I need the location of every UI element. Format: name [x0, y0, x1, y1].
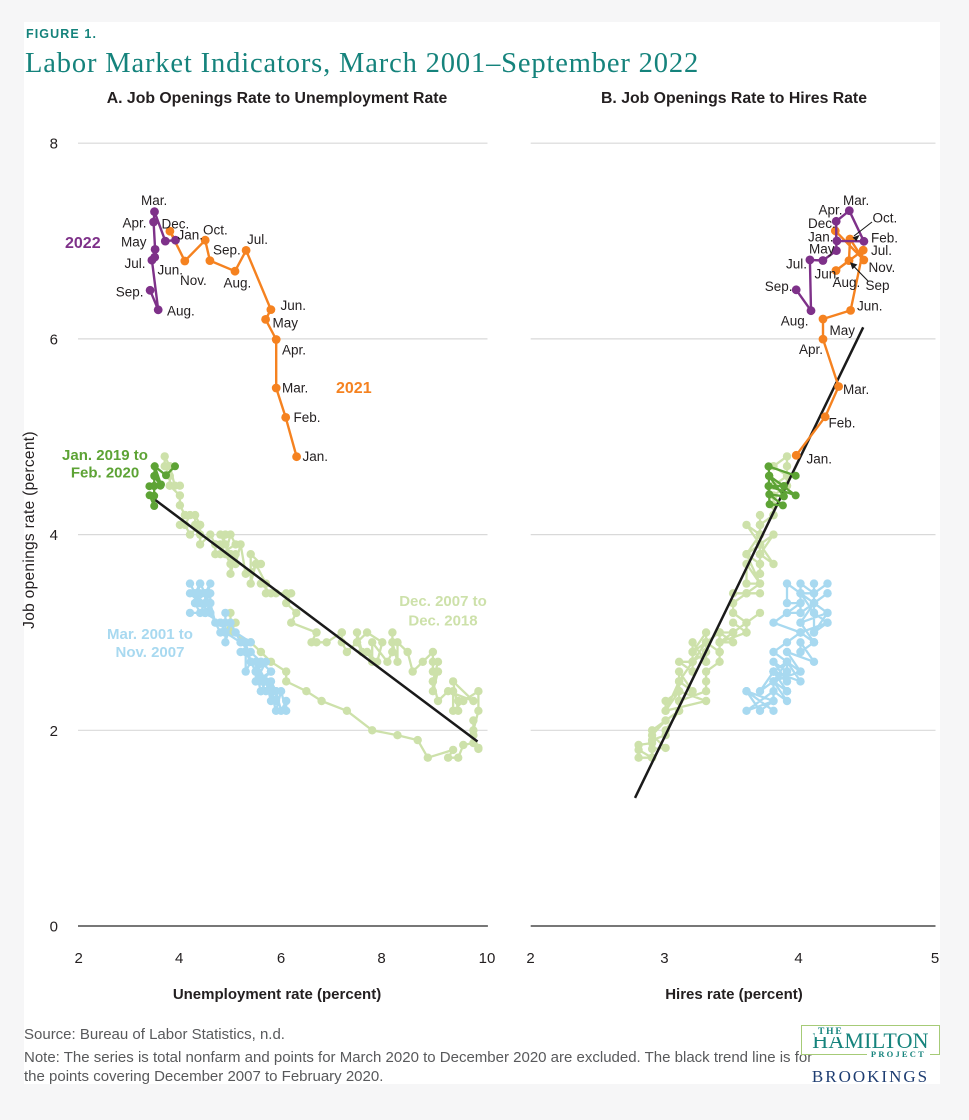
- svg-text:Apr.: Apr.: [282, 343, 306, 358]
- svg-text:Oct.: Oct.: [873, 211, 898, 226]
- svg-text:Sep.: Sep.: [116, 285, 144, 300]
- svg-text:Jul.: Jul.: [786, 257, 807, 272]
- svg-text:6: 6: [277, 950, 285, 967]
- svg-text:Nov.: Nov.: [869, 260, 896, 275]
- svg-text:Jan.: Jan.: [808, 230, 834, 245]
- svg-text:Dec.: Dec.: [162, 217, 190, 232]
- svg-text:3: 3: [660, 950, 668, 967]
- svg-text:2: 2: [526, 950, 534, 967]
- svg-text:Unemployment rate (percent): Unemployment rate (percent): [173, 986, 381, 1003]
- svg-text:Feb.: Feb.: [294, 410, 321, 425]
- svg-text:May: May: [809, 242, 835, 257]
- svg-text:Jun.: Jun.: [815, 267, 841, 282]
- svg-text:Nov.: Nov.: [180, 273, 207, 288]
- svg-text:0: 0: [50, 919, 58, 936]
- svg-text:May: May: [121, 235, 147, 250]
- svg-text:Aug.: Aug.: [781, 314, 809, 329]
- svg-text:Dec.: Dec.: [808, 216, 836, 231]
- svg-text:Dec. 2018: Dec. 2018: [408, 613, 477, 630]
- svg-text:Aug.: Aug.: [833, 275, 861, 290]
- svg-text:Aug.: Aug.: [167, 304, 195, 319]
- svg-text:May: May: [273, 316, 299, 331]
- svg-text:Feb. 2020: Feb. 2020: [71, 465, 139, 482]
- svg-text:Mar.: Mar.: [282, 381, 308, 396]
- svg-text:Jan.: Jan.: [807, 452, 833, 467]
- svg-text:Oct.: Oct.: [203, 223, 228, 238]
- svg-text:5: 5: [931, 950, 939, 967]
- svg-text:Mar.: Mar.: [843, 193, 869, 208]
- svg-text:Jun.: Jun.: [857, 299, 883, 314]
- svg-text:8: 8: [377, 950, 385, 967]
- svg-text:Feb.: Feb.: [829, 416, 856, 431]
- svg-text:Sep.: Sep.: [765, 279, 793, 294]
- svg-text:Jul.: Jul.: [247, 232, 268, 247]
- svg-text:Sep: Sep: [866, 278, 890, 293]
- svg-text:2021: 2021: [336, 380, 372, 397]
- svg-text:Jul.: Jul.: [124, 256, 145, 271]
- svg-text:Aug.: Aug.: [224, 276, 252, 291]
- svg-text:Apr.: Apr.: [122, 216, 146, 231]
- svg-text:Apr.: Apr.: [819, 203, 843, 218]
- svg-text:2: 2: [50, 723, 58, 740]
- svg-text:Apr.: Apr.: [799, 342, 823, 357]
- svg-text:Sep.: Sep.: [213, 243, 241, 258]
- svg-text:Jun.: Jun.: [281, 298, 307, 313]
- svg-text:Jun.: Jun.: [158, 263, 184, 278]
- svg-text:Nov. 2007: Nov. 2007: [116, 644, 185, 661]
- svg-text:Feb.: Feb.: [871, 231, 898, 246]
- svg-text:2: 2: [75, 950, 83, 967]
- svg-text:Jan. 2019 to: Jan. 2019 to: [62, 447, 148, 464]
- svg-text:10: 10: [479, 950, 496, 967]
- svg-text:Mar.: Mar.: [141, 193, 167, 208]
- svg-text:Mar.: Mar.: [843, 382, 869, 397]
- svg-text:2022: 2022: [65, 235, 101, 252]
- svg-text:Hires rate (percent): Hires rate (percent): [665, 986, 803, 1003]
- svg-text:6: 6: [50, 331, 58, 348]
- svg-text:Jul.: Jul.: [871, 243, 892, 258]
- svg-text:Mar. 2001 to: Mar. 2001 to: [107, 626, 193, 643]
- svg-text:4: 4: [175, 950, 183, 967]
- svg-text:4: 4: [794, 950, 802, 967]
- svg-text:4: 4: [50, 527, 58, 544]
- svg-text:Dec. 2007 to: Dec. 2007 to: [399, 593, 487, 610]
- svg-text:Jan.: Jan.: [303, 449, 329, 464]
- svg-text:Jan.: Jan.: [178, 228, 204, 243]
- svg-text:8: 8: [50, 136, 58, 153]
- svg-text:May: May: [830, 323, 856, 338]
- svg-text:Job openings rate (percent): Job openings rate (percent): [21, 431, 38, 629]
